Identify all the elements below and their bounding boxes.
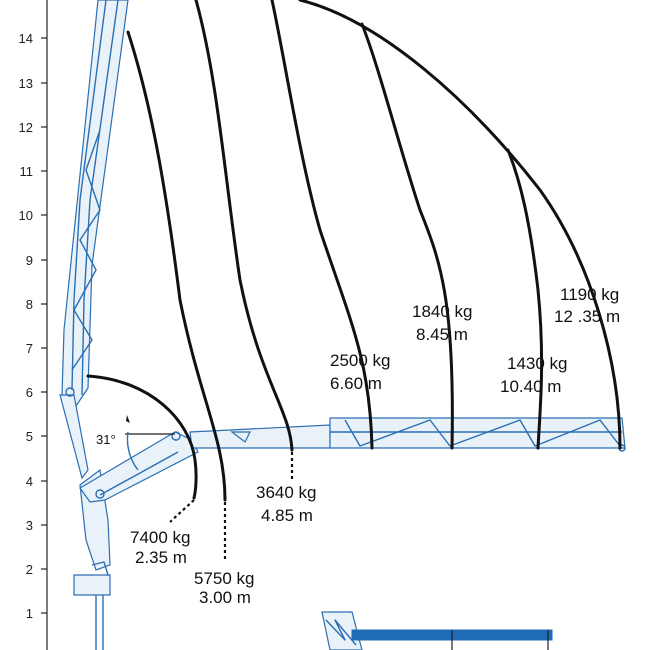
y-label-9: 9 <box>26 253 33 268</box>
angle-arrow <box>126 415 130 423</box>
curve-1840 <box>360 22 454 450</box>
reach-2500-m: 6.60 m <box>330 374 382 393</box>
raised-boom-outer <box>61 0 129 417</box>
extension-boom <box>329 417 626 449</box>
column-slew <box>73 574 111 596</box>
y-label-1: 1 <box>26 606 33 621</box>
boom-angle-indicator: 31° <box>96 415 175 471</box>
raised-boom-cylinder <box>59 394 89 480</box>
y-label-7: 7 <box>26 341 33 356</box>
y-label-5: 5 <box>26 429 33 444</box>
reach-3640-m: 4.85 m <box>261 506 313 525</box>
curve-1430 <box>506 148 544 450</box>
boom-bracket <box>230 431 251 443</box>
y-label-12: 12 <box>19 120 33 135</box>
load-curves <box>86 0 622 560</box>
reach-7400-m: 2.35 m <box>135 548 187 567</box>
load-1430-kg: 1430 kg <box>507 354 568 373</box>
y-label-2: 2 <box>26 562 33 577</box>
angle-arc <box>126 431 139 471</box>
raised-crane-drawing <box>59 0 129 480</box>
load-3640-kg: 3640 kg <box>256 483 317 502</box>
load-1190-kg: 1190 kg <box>560 285 619 304</box>
y-label-14: 14 <box>19 31 33 46</box>
y-label-4: 4 <box>26 474 33 489</box>
curve-2500 <box>270 0 374 450</box>
load-5750-kg: 5750 kg <box>194 569 255 588</box>
load-7400-kg: 7400 kg <box>130 528 191 547</box>
dash-7400 <box>169 499 195 523</box>
main-boom-drawing <box>79 417 626 503</box>
transport-bracing <box>325 619 357 646</box>
y-axis-labels: 14 13 12 11 10 9 8 7 6 5 4 3 2 1 <box>19 31 33 621</box>
y-label-13: 13 <box>19 76 33 91</box>
raised-pivot <box>65 387 75 397</box>
angle-label: 31° <box>96 432 116 447</box>
load-1840-kg: 1840 kg <box>412 302 473 321</box>
reach-5750-m: 3.00 m <box>199 588 251 607</box>
knuckle-pivot <box>171 431 181 441</box>
load-labels: 7400 kg 2.35 m 5750 kg 3.00 m 3640 kg 4.… <box>130 285 620 607</box>
curve-5750 <box>126 30 227 502</box>
raised-boom-inner <box>71 0 107 391</box>
load-2500-kg: 2500 kg <box>330 351 391 370</box>
raised-boom-bracing <box>71 129 101 371</box>
reach-1430-m: 10.40 m <box>500 377 561 396</box>
envelope-outer <box>298 0 622 450</box>
y-label-8: 8 <box>26 297 33 312</box>
outer-boom <box>189 424 331 449</box>
reach-1190-m: 12 .35 m <box>554 307 620 326</box>
inner-boom-cylinder <box>99 451 179 496</box>
raised-boom-inner-2 <box>81 0 119 396</box>
y-label-11: 11 <box>20 164 34 179</box>
y-label-6: 6 <box>26 385 33 400</box>
y-label-3: 3 <box>26 518 33 533</box>
reach-1840-m: 8.45 m <box>416 325 468 344</box>
curve-7400 <box>86 374 198 500</box>
transport-boom <box>321 611 553 650</box>
y-label-10: 10 <box>19 208 33 223</box>
y-axis-ticks <box>41 37 47 614</box>
curve-3640 <box>194 0 294 452</box>
inner-boom-pivot <box>95 489 105 499</box>
column-stabilizer <box>91 561 109 576</box>
